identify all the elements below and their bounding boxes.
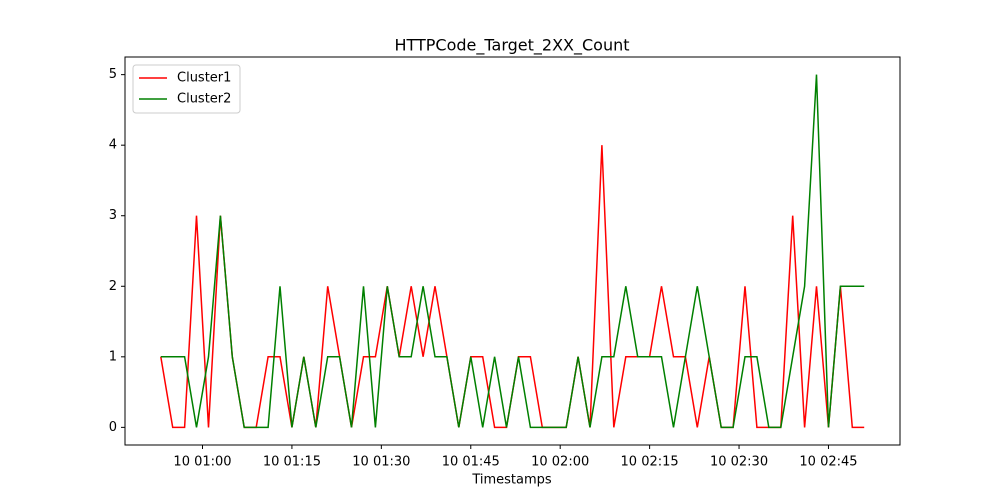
x-tick-label: 10 02:30 (710, 455, 768, 470)
legend-box (132, 64, 241, 114)
x-tick-label: 10 01:00 (173, 455, 231, 470)
x-tick-label: 10 02:45 (799, 455, 857, 470)
y-tick-label: 3 (109, 208, 117, 223)
y-tick-label: 4 (109, 138, 117, 153)
x-tick-label: 10 02:15 (621, 455, 679, 470)
y-tick-label: 2 (109, 279, 117, 294)
legend-label: Cluster1 (177, 71, 231, 86)
x-tick-label: 10 01:30 (352, 455, 410, 470)
legend-label: Cluster2 (177, 92, 231, 107)
y-tick-label: 1 (109, 349, 117, 364)
chart-title: HTTPCode_Target_2XX_Count (394, 36, 629, 56)
y-tick-label: 5 (109, 67, 117, 82)
x-tick-label: 10 01:45 (442, 455, 500, 470)
x-axis-label: Timestamps (471, 473, 552, 488)
x-tick-label: 10 01:15 (263, 455, 321, 470)
y-tick-label: 0 (109, 420, 117, 435)
series-line (160, 145, 865, 429)
x-tick-label: 10 02:00 (531, 455, 589, 470)
plot-frame (124, 56, 901, 446)
series-line (160, 74, 865, 429)
